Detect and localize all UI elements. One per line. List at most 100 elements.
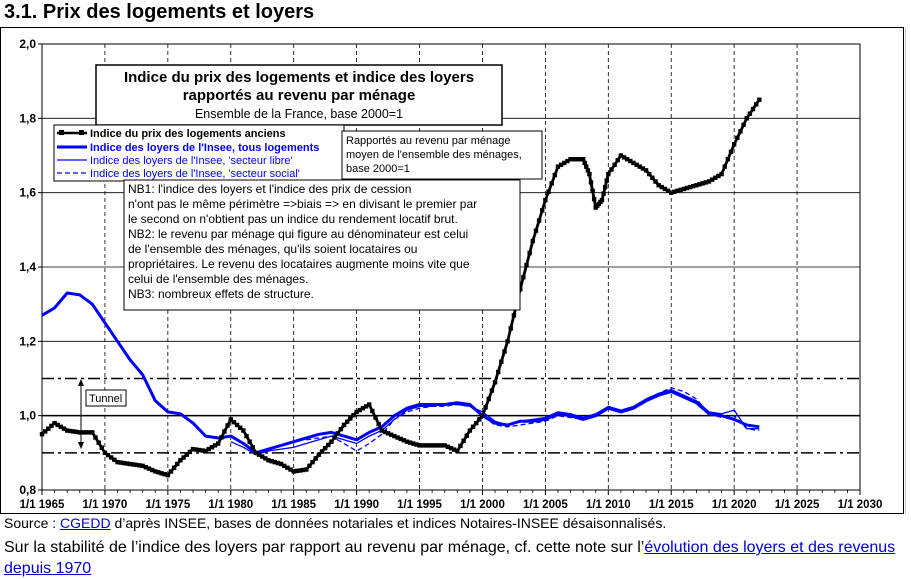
series-point-0 [601,191,606,196]
series-point-0 [678,187,683,193]
series-point-0 [568,157,573,162]
series-point-0 [282,463,287,469]
series-point-0 [197,447,202,453]
series-point-0 [591,196,597,202]
series-point-0 [738,129,743,134]
series-point-0 [502,349,507,354]
series-point-0 [162,472,167,477]
series-point-0 [650,175,655,180]
series-point-0 [628,158,633,164]
series-point-0 [747,111,753,116]
series-point-0 [149,467,155,473]
series-point-0 [344,419,350,424]
legend-bg [53,124,345,182]
series-point-0 [577,157,583,162]
series-point-0 [329,439,334,444]
tunnel-annotation: Tunnel [78,379,127,449]
series-point-0 [228,417,233,422]
series-point-0 [291,469,296,474]
series-point-0 [417,443,422,448]
series-point-0 [389,432,394,437]
nb-box: NB1: l'indice des loyers et l'indice des… [123,179,521,311]
series-point-0 [275,460,281,466]
series-point-0 [127,461,133,467]
series-point-0 [653,179,658,184]
series-point-0 [360,406,366,411]
series-point-0 [171,465,177,470]
series-point-0 [713,175,718,180]
y-tick-label: 1,8 [19,111,36,125]
tunnel-arrow-head-top [78,379,84,386]
nb-box-bg [123,179,521,311]
series-point-0 [401,438,407,443]
legend-note-line3: base 2000=1 [346,163,410,175]
loyers-revenus-link[interactable]: évolution des loyers et des revenus depu… [4,539,896,577]
legend-item-loyers-tous: Indice des loyers de l'Insee, tous logem… [57,142,319,154]
series-point-0 [398,436,403,442]
series-point-0 [124,461,130,466]
series-point-0 [146,466,152,471]
series-point-0 [483,405,488,410]
series-point-0 [407,440,413,445]
series-point-0 [297,468,303,473]
source-rest: d’après INSEE, bases de données notarial… [110,515,667,531]
series-point-0 [351,413,356,418]
series-point-0 [300,467,306,473]
legend-item-loyers-libre: Indice des loyers de l'Insee, 'secteur l… [57,155,293,167]
series-point-0 [672,189,677,194]
series-point-0 [558,162,564,167]
series-point-0 [99,445,104,450]
series-point-0 [486,396,491,402]
series-line-3 [306,387,760,452]
series-point-0 [244,433,249,439]
series-point-0 [46,426,51,431]
series-point-0 [61,426,67,431]
tunnel-label: Tunnel [89,393,122,405]
x-tick-label: 1/1 1995 [397,499,442,511]
series-point-0 [565,158,570,164]
series-point-0 [634,162,639,167]
series-point-0 [703,180,709,185]
stability-note: Sur la stabilité de l’indice des loyers … [4,537,909,579]
series-point-0 [659,184,664,190]
series-point-0 [530,238,535,244]
chart-title-box: Indice du prix des logements et indice d… [95,64,503,126]
series-point-0 [420,443,425,448]
series-point-0 [376,421,381,427]
series-point-0 [706,179,712,184]
chart-panel: 0,8 1,0 1,2 1,4 1,6 1,8 2,0 1/1 1965 1/1 1970 1/1… [0,27,905,514]
x-tick-label: 1/1 2015 [649,499,694,511]
series-point-0 [178,458,183,463]
series-point-0 [555,164,561,169]
series-point-0 [269,458,274,464]
series-point-0 [585,168,591,173]
y-tick-label: 1,0 [19,409,36,423]
series-point-0 [423,443,429,448]
series-point-0 [143,465,149,470]
series-point-0 [647,171,652,177]
legend-note-line1: Rapportés au revenu par ménage [346,135,511,147]
series-point-0 [105,452,111,458]
series-point-0 [159,471,164,476]
series-point-0 [546,189,551,194]
series-point-0 [508,326,513,331]
chart-subtitle: Ensemble de la France, base 2000=1 [195,107,403,121]
series-point-0 [102,450,108,456]
series-point-0 [505,339,510,344]
series-point-0 [499,359,504,364]
cgedd-link[interactable]: CGEDD [60,515,111,531]
y-tick-label: 1,4 [19,260,36,274]
source-prefix: Source : [4,515,61,531]
series-point-0 [464,433,469,438]
series-point-0 [604,178,609,183]
series-point-0 [540,208,545,213]
series-point-0 [631,160,636,166]
series-line-1 [41,291,760,455]
series-point-0 [470,424,476,430]
series-point-0 [687,184,693,190]
series-point-0 [206,446,211,452]
series-point-0 [64,428,70,433]
series-point-0 [414,442,419,447]
series-point-0 [662,186,668,192]
series-point-0 [219,435,224,440]
